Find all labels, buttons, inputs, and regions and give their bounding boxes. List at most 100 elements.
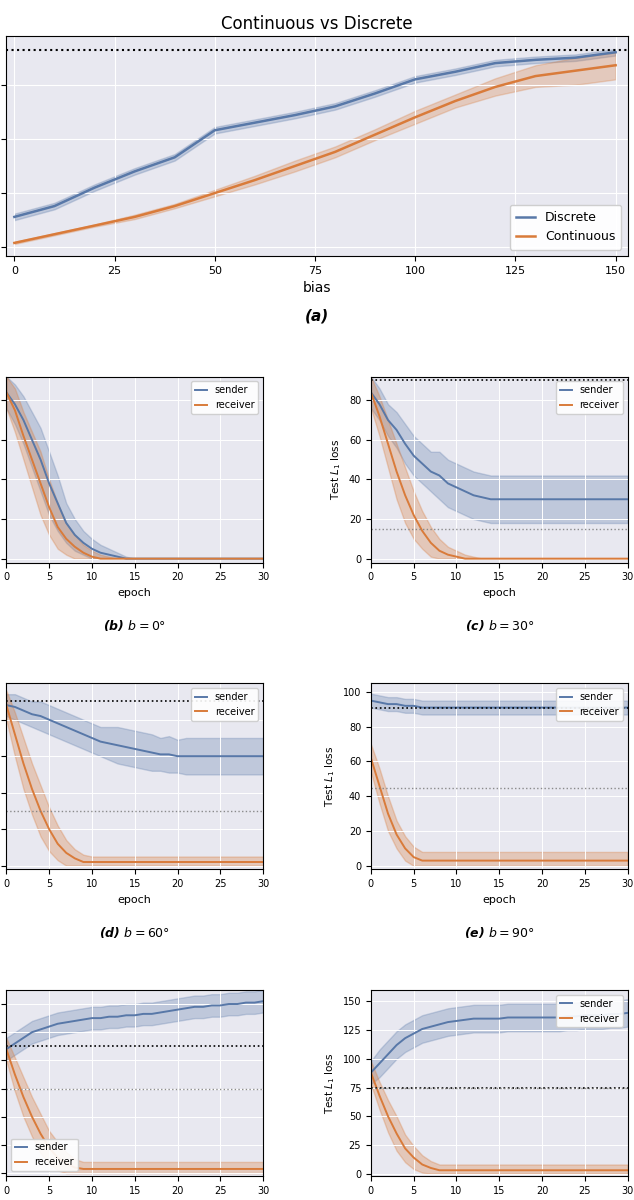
sender <box>182 749 190 763</box>
sender <box>487 492 495 506</box>
sender <box>20 1031 27 1045</box>
sender <box>157 1006 164 1020</box>
receiver <box>199 552 207 566</box>
sender <box>418 456 426 470</box>
sender <box>208 749 216 763</box>
Legend: sender, receiver: sender, receiver <box>556 995 623 1027</box>
Continuous <box>211 186 219 200</box>
sender <box>105 547 113 562</box>
sender <box>165 552 172 566</box>
receiver <box>555 552 563 566</box>
receiver <box>444 853 452 868</box>
receiver <box>20 756 27 770</box>
Discrete <box>532 53 540 67</box>
sender <box>530 492 538 506</box>
receiver <box>487 853 495 868</box>
sender <box>131 742 138 756</box>
sender <box>444 701 452 715</box>
receiver <box>530 552 538 566</box>
sender <box>555 1010 563 1025</box>
receiver <box>259 854 267 869</box>
sender <box>11 397 18 412</box>
receiver <box>131 1162 138 1176</box>
receiver <box>436 853 443 868</box>
sender <box>216 998 224 1013</box>
sender <box>199 552 207 566</box>
sender <box>62 720 70 734</box>
receiver <box>418 523 426 538</box>
sender <box>547 492 555 506</box>
receiver <box>573 552 580 566</box>
sender <box>148 745 155 760</box>
receiver <box>62 532 70 546</box>
sender <box>131 1008 138 1022</box>
receiver <box>453 853 460 868</box>
receiver <box>165 1162 172 1176</box>
receiver <box>28 452 36 467</box>
sender <box>216 749 224 763</box>
receiver <box>225 854 233 869</box>
Y-axis label: Test $L_1$ loss: Test $L_1$ loss <box>330 439 343 500</box>
receiver <box>28 1110 36 1124</box>
sender <box>598 701 606 715</box>
sender <box>470 1012 477 1026</box>
sender <box>20 703 27 718</box>
sender <box>62 1015 70 1030</box>
receiver <box>393 827 401 841</box>
sender <box>131 552 138 566</box>
sender <box>590 701 597 715</box>
Discrete <box>291 108 299 122</box>
receiver <box>182 854 190 869</box>
receiver <box>401 488 409 503</box>
sender <box>11 1037 18 1051</box>
receiver <box>122 854 130 869</box>
receiver <box>470 552 477 566</box>
sender <box>384 1048 392 1062</box>
receiver <box>242 854 250 869</box>
receiver <box>11 1067 18 1081</box>
receiver <box>113 552 121 566</box>
sender <box>54 716 61 731</box>
Discrete <box>211 124 219 138</box>
sender <box>384 697 392 712</box>
receiver <box>367 751 375 766</box>
sender <box>62 516 70 530</box>
sender <box>444 1015 452 1030</box>
sender <box>3 385 10 400</box>
Continuous <box>171 199 179 214</box>
Discrete <box>11 210 18 224</box>
receiver <box>131 854 138 869</box>
receiver <box>45 500 53 515</box>
receiver <box>216 854 224 869</box>
receiver <box>96 1162 104 1176</box>
sender <box>555 701 563 715</box>
receiver <box>191 854 198 869</box>
sender <box>513 1010 521 1025</box>
sender <box>54 1016 61 1031</box>
receiver <box>598 552 606 566</box>
receiver <box>250 1162 258 1176</box>
sender <box>427 1020 435 1034</box>
sender <box>148 552 155 566</box>
receiver <box>513 552 521 566</box>
Discrete <box>451 65 459 79</box>
Discrete <box>131 164 138 179</box>
sender <box>88 541 96 556</box>
Legend: sender, receiver: sender, receiver <box>191 688 258 721</box>
receiver <box>20 428 27 443</box>
sender <box>462 1013 469 1027</box>
receiver <box>418 853 426 868</box>
Continuous <box>612 58 619 72</box>
receiver <box>479 853 486 868</box>
sender <box>496 701 503 715</box>
receiver <box>530 1163 538 1177</box>
Line: receiver: receiver <box>6 706 263 862</box>
sender <box>259 994 267 1008</box>
receiver <box>393 464 401 479</box>
receiver <box>174 854 181 869</box>
receiver <box>436 544 443 558</box>
sender <box>521 492 529 506</box>
sender <box>530 701 538 715</box>
receiver <box>487 552 495 566</box>
sender <box>122 740 130 755</box>
